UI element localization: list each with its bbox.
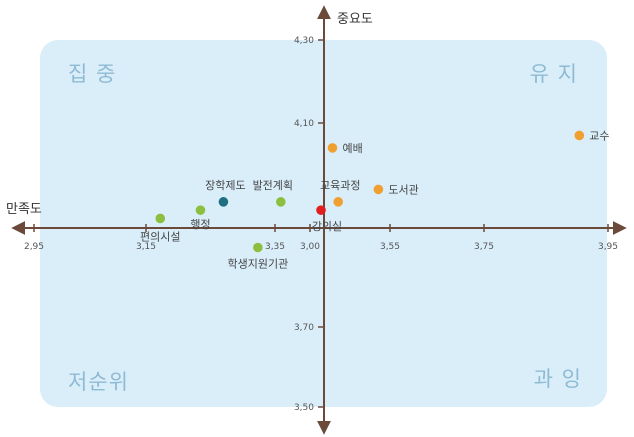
- x-tick-label: 3,55: [380, 242, 400, 252]
- data-point: [327, 143, 338, 153]
- data-point-label: 교수: [589, 129, 609, 142]
- data-point: [276, 197, 286, 207]
- quadrant-label-top-right: 유 지: [530, 62, 578, 86]
- data-point: [218, 197, 229, 207]
- x-tick-label: 3,95: [598, 242, 618, 252]
- data-point: [253, 242, 263, 253]
- data-point-label: 발전계획: [253, 179, 293, 192]
- data-point: [155, 213, 166, 224]
- quadrant-label-bottom-right: 과 잉: [534, 367, 582, 391]
- x-tick-label: 2,95: [24, 242, 44, 252]
- data-point-label: 장학제도: [205, 179, 245, 192]
- x-axis-title: 만족도: [6, 202, 42, 217]
- data-point: [574, 130, 585, 141]
- y-tick-label: 3,50: [294, 403, 314, 413]
- x-tick-label: 3,35: [265, 242, 285, 252]
- data-point-label: 강의실: [312, 220, 342, 233]
- y-tick-label: 4,30: [294, 36, 314, 46]
- data-point-label: 편의시설: [140, 230, 180, 243]
- y-tick-label: 3,70: [294, 323, 314, 333]
- data-point-label: 학생지원기관: [227, 258, 288, 271]
- data-point-label: 행정: [190, 218, 210, 231]
- data-point-label: 예배: [342, 142, 362, 155]
- y-axis-title: 중요도: [337, 12, 373, 27]
- data-point-label: 교육과정: [320, 179, 360, 192]
- quadrant-label-bottom-left: 저순위: [68, 370, 129, 394]
- x-tick-label: 3,15: [136, 242, 156, 252]
- data-point-label: 도서관: [388, 183, 418, 196]
- quadrant-label-top-left: 집 중: [68, 62, 116, 86]
- data-point: [373, 184, 384, 195]
- data-point: [316, 205, 326, 215]
- x-tick-label: 3,00: [300, 242, 320, 252]
- x-tick-label: 3,75: [474, 242, 494, 252]
- data-point: [195, 205, 206, 215]
- y-tick-label: 4,10: [294, 119, 314, 129]
- x-tick-group: 2,95 3,15 3,35 3,00 3,55 3,75 3,95: [24, 224, 618, 252]
- y-tick-group: 4,30 4,10 3,70 3,50: [294, 36, 324, 413]
- data-point: [333, 197, 344, 207]
